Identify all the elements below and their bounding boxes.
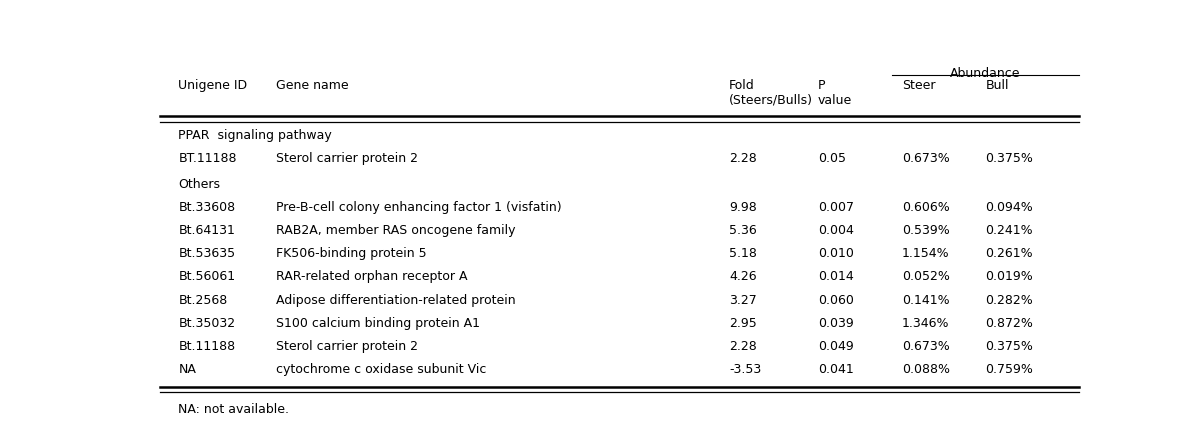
Text: 1.346%: 1.346% — [902, 317, 949, 329]
Text: 0.094%: 0.094% — [986, 201, 1033, 214]
Text: 0.759%: 0.759% — [986, 363, 1033, 376]
Text: Steer: Steer — [902, 79, 936, 92]
Text: 0.019%: 0.019% — [986, 270, 1033, 283]
Text: 0.375%: 0.375% — [986, 340, 1033, 353]
Text: 9.98: 9.98 — [730, 201, 757, 214]
Text: 0.261%: 0.261% — [986, 247, 1033, 260]
Text: 0.088%: 0.088% — [902, 363, 950, 376]
Text: P
value: P value — [818, 79, 852, 107]
Text: Bt.56061: Bt.56061 — [178, 270, 236, 283]
Text: Sterol carrier protein 2: Sterol carrier protein 2 — [277, 340, 419, 353]
Text: 2.28: 2.28 — [730, 152, 757, 165]
Text: Others: Others — [178, 178, 220, 191]
Text: Bt.64131: Bt.64131 — [178, 224, 235, 237]
Text: 0.282%: 0.282% — [986, 293, 1033, 306]
Text: NA: not available.: NA: not available. — [178, 403, 289, 416]
Text: 0.004: 0.004 — [818, 224, 854, 237]
Text: 0.375%: 0.375% — [986, 152, 1033, 165]
Text: Bt.11188: Bt.11188 — [178, 340, 236, 353]
Text: FK506-binding protein 5: FK506-binding protein 5 — [277, 247, 427, 260]
Text: Unigene ID: Unigene ID — [178, 79, 248, 92]
Text: 0.010: 0.010 — [818, 247, 854, 260]
Text: Bt.33608: Bt.33608 — [178, 201, 236, 214]
Text: 1.154%: 1.154% — [902, 247, 949, 260]
Text: S100 calcium binding protein A1: S100 calcium binding protein A1 — [277, 317, 480, 329]
Text: Bt.35032: Bt.35032 — [178, 317, 236, 329]
Text: 0.606%: 0.606% — [902, 201, 950, 214]
Text: Bt.2568: Bt.2568 — [178, 293, 228, 306]
Text: 2.28: 2.28 — [730, 340, 757, 353]
Text: 0.872%: 0.872% — [986, 317, 1033, 329]
Text: 0.041: 0.041 — [818, 363, 854, 376]
Text: PPAR  signaling pathway: PPAR signaling pathway — [178, 129, 332, 142]
Text: 0.241%: 0.241% — [986, 224, 1033, 237]
Text: Abundance: Abundance — [950, 67, 1021, 80]
Text: 0.060: 0.060 — [818, 293, 854, 306]
Text: Fold
(Steers/Bulls): Fold (Steers/Bulls) — [730, 79, 813, 107]
Text: -3.53: -3.53 — [730, 363, 761, 376]
Text: NA: NA — [178, 363, 196, 376]
Text: 0.049: 0.049 — [818, 340, 854, 353]
Text: 4.26: 4.26 — [730, 270, 756, 283]
Text: Gene name: Gene name — [277, 79, 349, 92]
Text: 0.014: 0.014 — [818, 270, 854, 283]
Text: 0.141%: 0.141% — [902, 293, 949, 306]
Text: 0.039: 0.039 — [818, 317, 854, 329]
Text: Adipose differentiation-related protein: Adipose differentiation-related protein — [277, 293, 517, 306]
Text: RAR-related orphan receptor A: RAR-related orphan receptor A — [277, 270, 468, 283]
Text: Bull: Bull — [986, 79, 1009, 92]
Text: 0.673%: 0.673% — [902, 340, 950, 353]
Text: 0.673%: 0.673% — [902, 152, 950, 165]
Text: Sterol carrier protein 2: Sterol carrier protein 2 — [277, 152, 419, 165]
Text: RAB2A, member RAS oncogene family: RAB2A, member RAS oncogene family — [277, 224, 517, 237]
Text: 0.05: 0.05 — [818, 152, 845, 165]
Text: 5.18: 5.18 — [730, 247, 757, 260]
Text: BT.11188: BT.11188 — [178, 152, 237, 165]
Text: 5.36: 5.36 — [730, 224, 757, 237]
Text: cytochrome c oxidase subunit Vic: cytochrome c oxidase subunit Vic — [277, 363, 486, 376]
Text: Pre-B-cell colony enhancing factor 1 (visfatin): Pre-B-cell colony enhancing factor 1 (vi… — [277, 201, 562, 214]
Text: 2.95: 2.95 — [730, 317, 757, 329]
Text: 0.052%: 0.052% — [902, 270, 950, 283]
Text: 0.539%: 0.539% — [902, 224, 950, 237]
Text: Bt.53635: Bt.53635 — [178, 247, 236, 260]
Text: 0.007: 0.007 — [818, 201, 854, 214]
Text: 3.27: 3.27 — [730, 293, 757, 306]
